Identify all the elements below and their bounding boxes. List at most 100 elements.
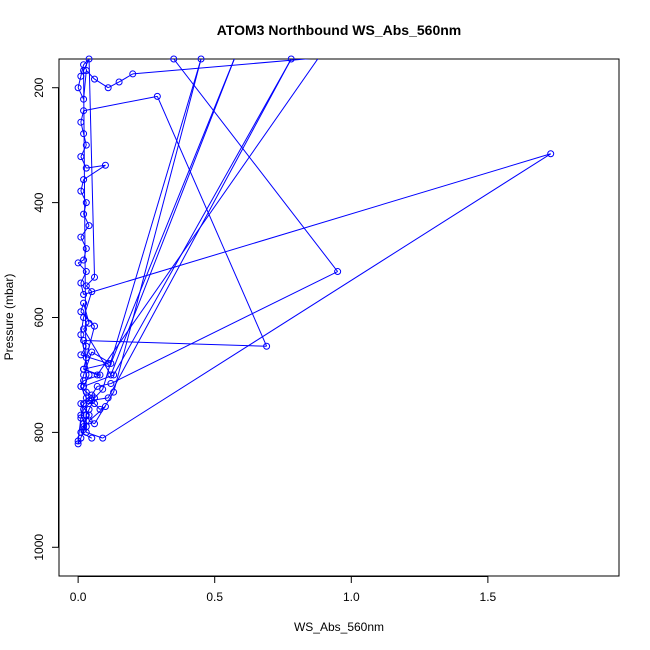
data-point [115, 78, 123, 86]
data-point [93, 371, 101, 379]
series-segment [80, 144, 87, 157]
series-segment [96, 59, 319, 376]
data-point [77, 382, 85, 390]
data-point [93, 382, 101, 390]
data-point [99, 385, 107, 393]
y-tick-label: 400 [32, 192, 46, 212]
series-segment [83, 153, 551, 296]
data-point [80, 291, 88, 299]
series-segment [91, 386, 98, 396]
data-point [88, 434, 96, 442]
series-segment [83, 351, 93, 376]
y-tick-label: 1000 [32, 534, 46, 561]
data-point [77, 434, 85, 442]
data-point [96, 405, 104, 413]
data-point [547, 150, 555, 158]
data-point [85, 371, 93, 379]
data-point [88, 288, 96, 296]
series-segment [83, 400, 93, 410]
data-point [110, 371, 118, 379]
series-segment [83, 95, 158, 112]
data-point [110, 388, 118, 396]
data-point [77, 233, 85, 241]
series-segment [80, 179, 85, 192]
data-point [104, 394, 112, 402]
data-point [82, 164, 90, 172]
series-segment [113, 59, 292, 376]
series-segment [156, 96, 268, 347]
series-segment [110, 271, 338, 385]
data-point [82, 245, 90, 253]
series-segment [132, 59, 312, 75]
data-point [197, 55, 205, 63]
data-point [80, 107, 88, 115]
data-point [107, 371, 115, 379]
series-segment [80, 403, 90, 416]
data-point [77, 279, 85, 287]
y-tick-label: 200 [32, 77, 46, 97]
data-point [82, 354, 90, 362]
series-segment [83, 328, 112, 376]
data-point [96, 371, 104, 379]
data-point [80, 336, 88, 344]
data-point [85, 55, 93, 63]
chart-title: ATOM3 Northbound WS_Abs_560nm [217, 22, 462, 38]
data-point [80, 299, 88, 307]
series-segment [83, 59, 90, 66]
series-segment [80, 64, 85, 77]
y-tick-label: 600 [32, 307, 46, 327]
series-segment [80, 122, 85, 134]
data-point [82, 66, 90, 74]
data-point [129, 70, 137, 78]
series-segment [85, 276, 95, 287]
x-axis: 0.0 0.5 1.0 1.5 [70, 576, 497, 604]
data-point [107, 359, 115, 367]
y-axis-label: Pressure (mbar) [2, 274, 16, 361]
data-point [82, 268, 90, 276]
data-point [82, 282, 90, 290]
data-point [101, 161, 109, 169]
data-point [77, 153, 85, 161]
series-segment [83, 291, 93, 318]
series-segment [85, 285, 93, 292]
series-segment [80, 302, 85, 312]
data-point [74, 440, 82, 448]
data-point [82, 342, 90, 350]
data-point [80, 95, 88, 103]
series-segment [85, 70, 95, 80]
data-point [334, 268, 342, 276]
data-point [80, 210, 88, 218]
series-segment [77, 76, 82, 88]
data-point [85, 397, 93, 405]
data-point [101, 403, 109, 411]
series-segment [110, 59, 235, 364]
data-point [77, 308, 85, 316]
data-point [91, 322, 99, 330]
data-point [104, 84, 112, 92]
data-point [287, 55, 295, 63]
series-segment [83, 164, 106, 181]
x-tick-label: 0.0 [70, 590, 87, 604]
data-point [77, 118, 85, 126]
series-segment [102, 59, 202, 390]
x-tick-label: 1.0 [343, 590, 360, 604]
y-axis: 200 400 600 800 1000 [32, 77, 59, 561]
series-segment [83, 322, 90, 330]
x-axis-label: WS_Abs_560nm [294, 620, 384, 634]
data-point [74, 259, 82, 267]
series-segment [102, 153, 551, 439]
series-segment [113, 59, 202, 393]
series-segment [91, 388, 104, 402]
data-point [91, 273, 99, 281]
data-point [77, 400, 85, 408]
data-point [153, 92, 161, 100]
data-point [80, 371, 88, 379]
data-point [107, 380, 115, 388]
series-segment [107, 59, 292, 399]
data-point [77, 414, 85, 422]
data-point [80, 66, 88, 74]
y-tick-label: 800 [32, 422, 46, 442]
series-segment [85, 325, 95, 358]
data-point [99, 434, 107, 442]
